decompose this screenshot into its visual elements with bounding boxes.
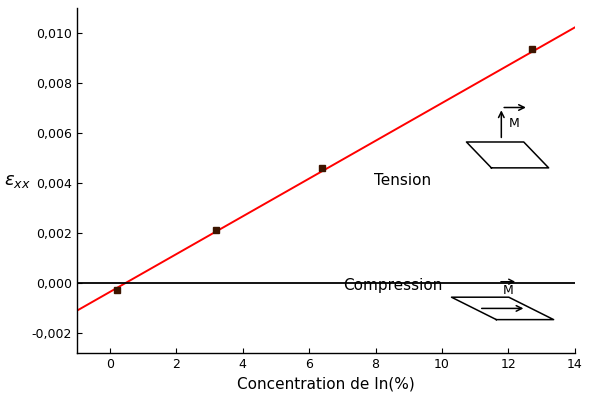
Text: $\varepsilon_{xx}$: $\varepsilon_{xx}$ — [4, 172, 30, 190]
Text: Compression: Compression — [343, 278, 443, 294]
Text: M: M — [503, 284, 514, 297]
Text: M: M — [508, 116, 519, 130]
X-axis label: Concentration de In(%): Concentration de In(%) — [237, 377, 415, 392]
Text: Tension: Tension — [374, 173, 431, 188]
